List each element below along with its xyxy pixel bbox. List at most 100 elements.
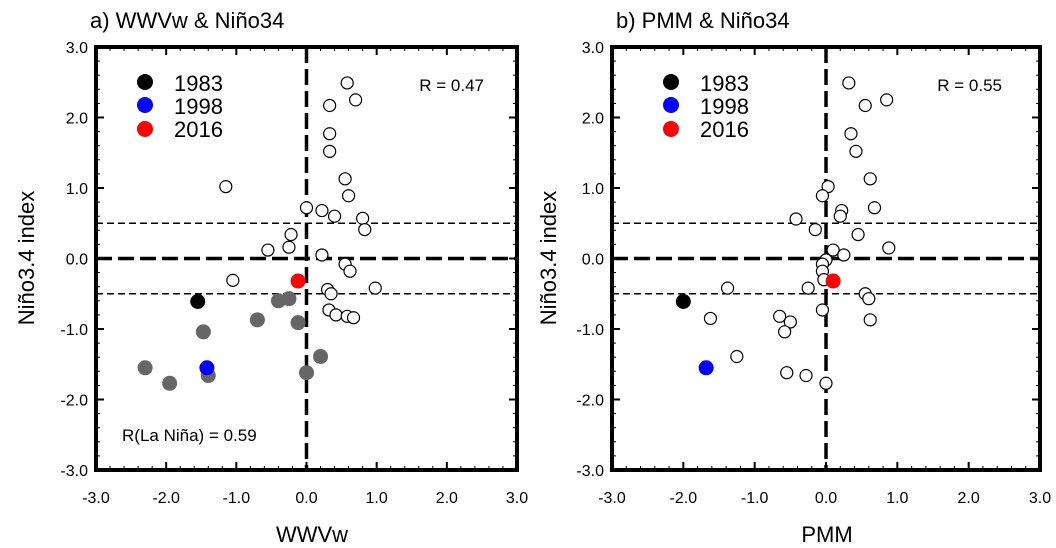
panel-b-xtick-label: 2.0 — [958, 490, 980, 507]
panel-a-ytick-label: 3.0 — [66, 40, 88, 57]
panel-a-point-grey — [299, 365, 314, 381]
panel-b-point-open — [819, 376, 833, 390]
panel-a-point-open — [315, 248, 329, 262]
panel-b-point-open — [862, 292, 876, 306]
panel-b-point-open — [858, 98, 872, 113]
panel-a-point-grey — [290, 315, 306, 331]
panel-b-ytick-label: -1.0 — [576, 322, 604, 339]
panel-b-xtick-label: 0.0 — [815, 490, 837, 507]
panel-b-xtick-label: -3.0 — [598, 490, 626, 507]
panel-b-legend-label-2016: 2016 — [700, 117, 749, 142]
panel-a-point-open — [358, 222, 372, 237]
panel-b-xtick-label: 1.0 — [886, 490, 908, 507]
panel-b-point-open — [880, 93, 894, 107]
panel-a-legend-label-2016: 2016 — [174, 117, 223, 142]
panel-a-point-open — [340, 76, 354, 90]
panel-a-ytick-label: -2.0 — [60, 393, 88, 410]
panel-b-ytick-label: 2.0 — [582, 111, 604, 128]
panel-a-xtick-label: 0.0 — [295, 490, 317, 507]
panel-a-point-1983 — [190, 294, 206, 310]
panel-b-xtick-label: -2.0 — [670, 490, 698, 507]
panel-a-point-open — [219, 179, 233, 194]
panel-a-point-open — [346, 311, 361, 325]
panel-b-point-open — [789, 212, 803, 226]
panel-b-point-open — [863, 313, 877, 327]
panel-a-ytick-label: 2.0 — [66, 111, 88, 128]
panel-b-point-open — [780, 366, 794, 380]
panel-a-point-open — [323, 127, 337, 141]
panel-b-r-value: R = 0.55 — [937, 76, 1002, 95]
panel-b-point-open — [844, 127, 858, 141]
panel-a-r-value: R = 0.47 — [419, 76, 484, 95]
panel-a-point-open — [315, 203, 329, 218]
panel-a-xtick-label: 2.0 — [436, 490, 458, 507]
panel-b-legend-label-1998: 1998 — [700, 94, 749, 119]
panel-a-point-1998 — [199, 360, 215, 376]
panel-b-ytick-label: 3.0 — [582, 40, 604, 57]
panel-b-ytick-label: -2.0 — [576, 393, 604, 410]
panel-b-point-open — [837, 248, 851, 262]
panel-a-ytick-label: 1.0 — [66, 181, 88, 198]
panel-b-xlabel: PMM — [801, 522, 852, 547]
panel-b: b) PMM & Niño34 PMM Niño3.4 index R = 0.… — [536, 8, 1051, 547]
panel-a-legend-label-1983: 1983 — [174, 71, 223, 96]
panel-b-title: b) PMM & Niño34 — [616, 8, 790, 33]
panel-a-point-grey — [281, 291, 297, 307]
panel-b-point-open — [773, 309, 787, 323]
panel-b-legend-marker-2016 — [663, 121, 679, 137]
panel-b-point-open — [799, 368, 813, 383]
panel-b-point-open — [808, 222, 822, 237]
panel-b-legend-label-1983: 1983 — [700, 71, 749, 96]
panel-a-point-open — [282, 240, 296, 254]
panel-a-xtick-label: 1.0 — [366, 490, 388, 507]
panel-b-point-open — [703, 311, 718, 326]
panel-a-ylabel: Niño3.4 index — [14, 191, 39, 326]
panel-a-point-grey — [137, 360, 153, 376]
panel-a-legend-marker-1998 — [137, 97, 153, 113]
panel-a-point-open — [368, 281, 382, 295]
panel-a-point-grey — [249, 312, 265, 328]
panel-a-point-grey — [195, 324, 211, 340]
panel-b-point-open — [815, 189, 830, 203]
panel-a-point-open — [342, 189, 356, 203]
panel-a-legend-label-1998: 1998 — [174, 94, 223, 119]
panel-b-point-open — [826, 243, 840, 257]
panel-a-legend-marker-1983 — [137, 74, 153, 90]
panel-a-point-open — [323, 144, 337, 158]
panel-a-ytick-label: -3.0 — [60, 463, 88, 480]
panel-a-title: a) WWVw & Niño34 — [90, 8, 284, 33]
panel-b-point-open — [730, 349, 744, 364]
panel-a-point-open — [343, 264, 357, 278]
panel-b-point-open — [778, 325, 792, 339]
panel-a-point-open — [329, 308, 343, 322]
panel-b-point-open — [867, 201, 882, 215]
panel-a-legend-marker-2016 — [137, 121, 153, 137]
panel-a-xtick-label: -1.0 — [223, 490, 251, 507]
panel-a-point-open — [323, 98, 337, 113]
panel-a-point-open — [261, 243, 275, 257]
panel-a-la-nina-r-value: R(La Niña) = 0.59 — [122, 426, 257, 445]
panel-b-point-open — [801, 281, 815, 295]
panel-a-point-open — [327, 209, 342, 223]
panel-a-point-open — [356, 211, 370, 225]
panel-a-point-open — [299, 201, 314, 215]
panel-a-plot-frame — [94, 45, 519, 472]
panel-a-point-open — [338, 172, 352, 186]
panel-a-point-open — [284, 227, 298, 242]
panel-a-point-2016 — [290, 273, 306, 289]
panel-a-xlabel: WWVw — [276, 522, 348, 547]
panel-a-xtick-label: -3.0 — [82, 490, 110, 507]
panel-b-point-open — [849, 144, 863, 158]
panel-b-legend-marker-1998 — [663, 97, 679, 113]
panel-b-ytick-label: 1.0 — [582, 181, 604, 198]
panel-b-point-2016 — [825, 273, 841, 289]
panel-a-point-open — [349, 93, 363, 107]
panel-b-point-open — [815, 303, 830, 317]
panel-b-xtick-label: 3.0 — [1029, 490, 1051, 507]
panel-b-ytick-label: -3.0 — [576, 463, 604, 480]
panel-b-legend-marker-1983 — [663, 74, 679, 90]
panel-b-point-open — [882, 241, 896, 255]
panel-a-point-grey — [313, 348, 329, 364]
panel-b-point-open — [842, 76, 856, 90]
